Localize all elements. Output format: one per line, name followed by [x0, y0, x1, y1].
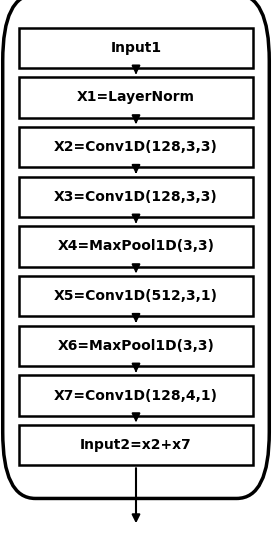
FancyBboxPatch shape [3, 0, 269, 498]
Text: X3=Conv1D(128,3,3): X3=Conv1D(128,3,3) [54, 190, 218, 204]
Text: Input1: Input1 [110, 41, 162, 55]
Text: Input2=x2+x7: Input2=x2+x7 [80, 438, 192, 452]
FancyBboxPatch shape [19, 375, 253, 416]
FancyBboxPatch shape [19, 127, 253, 167]
FancyBboxPatch shape [19, 28, 253, 68]
FancyBboxPatch shape [19, 326, 253, 366]
Text: X2=Conv1D(128,3,3): X2=Conv1D(128,3,3) [54, 140, 218, 154]
FancyBboxPatch shape [19, 226, 253, 267]
Text: X1=LayerNorm: X1=LayerNorm [77, 91, 195, 104]
Text: X5=Conv1D(512,3,1): X5=Conv1D(512,3,1) [54, 289, 218, 303]
FancyBboxPatch shape [19, 425, 253, 465]
FancyBboxPatch shape [19, 77, 253, 118]
Text: X7=Conv1D(128,4,1): X7=Conv1D(128,4,1) [54, 389, 218, 402]
Text: X6=MaxPool1D(3,3): X6=MaxPool1D(3,3) [58, 339, 214, 353]
FancyBboxPatch shape [19, 177, 253, 217]
Text: X4=MaxPool1D(3,3): X4=MaxPool1D(3,3) [57, 240, 215, 253]
FancyBboxPatch shape [19, 276, 253, 316]
